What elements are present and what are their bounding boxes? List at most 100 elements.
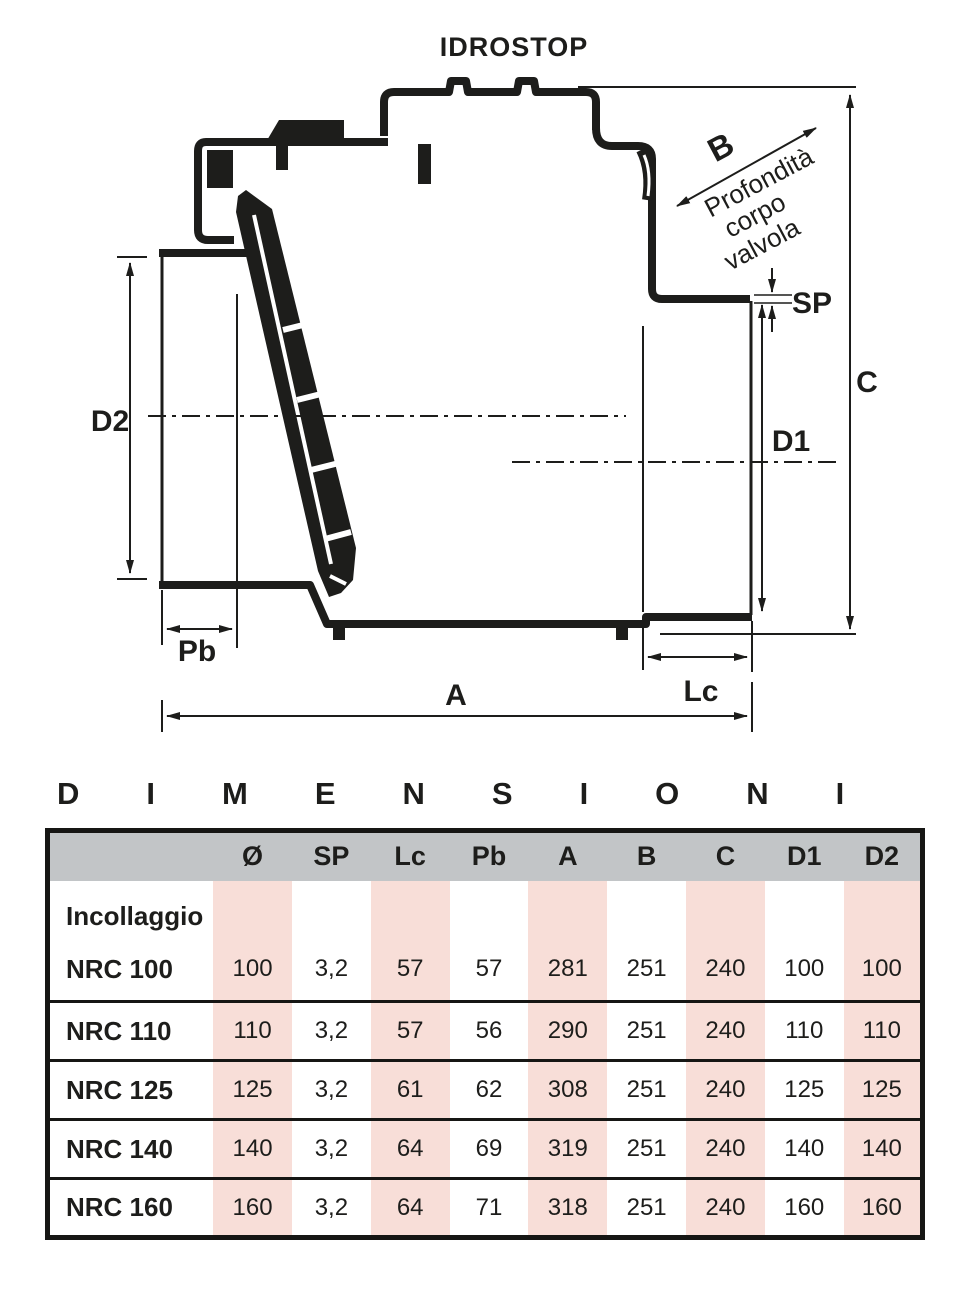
reference-lines <box>117 86 856 732</box>
cell-value: 71 <box>449 1177 529 1238</box>
cell-value: 240 <box>686 1000 765 1061</box>
cell-value: 64 <box>370 1177 450 1238</box>
cell-value: 240 <box>686 880 765 1002</box>
cell-value: 125 <box>764 1059 844 1120</box>
cell-value: 251 <box>607 1059 687 1120</box>
diagram-title: IDROSTOP <box>440 32 589 62</box>
cell-value: 61 <box>370 1059 450 1120</box>
cell-value: 281 <box>528 880 608 1002</box>
cell-value: 57 <box>370 1000 450 1061</box>
valve-cap <box>380 77 600 136</box>
cell-value: 125 <box>213 1059 292 1120</box>
cell-value: 140 <box>843 1118 923 1179</box>
cell-value: 240 <box>686 1177 765 1238</box>
row-label-cell: Incollaggio NRC 100 <box>48 881 214 1002</box>
cell-value: 3,2 <box>291 1000 371 1061</box>
label-c: C <box>856 366 878 399</box>
label-sp: SP <box>792 287 832 320</box>
cell-value: 318 <box>528 1177 608 1238</box>
cell-value: 251 <box>607 1000 687 1061</box>
cell-value: 140 <box>213 1118 292 1179</box>
cell-value: 3,2 <box>314 955 349 982</box>
column-header: Pb <box>471 841 507 872</box>
cell-value: 100 <box>843 880 923 1002</box>
centerlines <box>148 415 840 463</box>
cell-value: 57 <box>370 880 450 1002</box>
section-title: DIMENSIONI <box>57 776 912 811</box>
gasket-slit <box>642 154 651 197</box>
cell-value: 62 <box>449 1059 529 1120</box>
cell-value: 140 <box>764 1118 844 1179</box>
row-label: NRC 140 <box>47 1118 214 1179</box>
cell-value: 290 <box>528 1000 608 1061</box>
cell-value: 319 <box>528 1118 608 1179</box>
flap-face-line <box>252 214 333 565</box>
column-header-empty <box>48 831 214 881</box>
cell-value: 64 <box>370 1118 450 1179</box>
column-header: A <box>558 841 578 872</box>
column-header: C <box>715 841 736 872</box>
label-a: A <box>445 679 467 712</box>
table-row: NRC 110 110 3,2 57 56 290 251 240 110 11… <box>47 1000 923 1061</box>
row-label: NRC 160 <box>47 1177 214 1238</box>
table-header-row: Ø SP Lc Pb A B C D1 D2 <box>47 830 923 881</box>
label-b: B <box>701 125 739 169</box>
cell-value: 240 <box>686 1118 765 1179</box>
valve-body-outline <box>159 77 752 628</box>
cell-value: 251 <box>607 1177 687 1238</box>
cell-value: 308 <box>528 1059 608 1120</box>
hinge-block <box>207 150 233 188</box>
table-row: NRC 140 140 3,2 64 69 319 251 240 140 14… <box>47 1118 923 1179</box>
valve-section-diagram: IDROSTOP <box>91 32 878 732</box>
row-label: NRC 100 <box>66 954 173 984</box>
body-bottom <box>159 581 752 628</box>
cell-value: 251 <box>626 955 667 982</box>
dimension-lines <box>126 94 854 720</box>
dim-line-b <box>676 127 817 207</box>
cell-value: 3,2 <box>291 1118 371 1179</box>
cell-value: 110 <box>764 1000 844 1061</box>
dimensions-table: Ø SP Lc Pb A B C D1 D2 Incollaggio NRC 1… <box>45 828 925 1240</box>
cell-value: 100 <box>213 880 292 1002</box>
foot-left <box>333 626 345 640</box>
pipe-walls <box>160 255 753 615</box>
cell-value: 56 <box>449 1000 529 1061</box>
cap-boss <box>266 120 344 142</box>
column-header: B <box>636 841 657 872</box>
column-header: SP <box>313 841 350 872</box>
column-header: Lc <box>394 841 426 872</box>
body-details <box>207 120 628 640</box>
cell-value: 57 <box>475 955 503 982</box>
label-d1: D1 <box>772 425 810 458</box>
column-header: D2 <box>864 841 900 872</box>
table-row: NRC 160 160 3,2 64 71 318 251 240 160 16… <box>47 1177 923 1238</box>
cell-value: 251 <box>607 1118 687 1179</box>
cell-value: 3,2 <box>291 1059 371 1120</box>
row-label: NRC 125 <box>47 1059 214 1120</box>
table-row: NRC 125 125 3,2 61 62 308 251 240 125 12… <box>47 1059 923 1120</box>
foot-right <box>616 626 628 640</box>
label-d2: D2 <box>91 405 129 438</box>
cell-value: 125 <box>843 1059 923 1120</box>
table-row: Incollaggio NRC 100 100 3,2 57 57 281 25… <box>48 880 923 1002</box>
flap-ribs <box>282 320 352 542</box>
cell-value: 100 <box>784 955 825 982</box>
column-header: D1 <box>786 841 822 872</box>
cell-value: 69 <box>449 1118 529 1179</box>
cell-value: 110 <box>843 1000 923 1061</box>
column-header: Ø <box>242 841 264 872</box>
cell-value: 110 <box>213 1000 292 1061</box>
cap-skirt <box>418 144 431 184</box>
cell-value: 240 <box>686 1059 765 1120</box>
cell-value: 160 <box>843 1177 923 1238</box>
group-label: Incollaggio <box>66 901 204 931</box>
seat-tab <box>276 146 288 170</box>
body-left-wall <box>194 138 388 244</box>
cell-value: 160 <box>764 1177 844 1238</box>
flap-tail-slit <box>329 574 347 586</box>
cell-value: 160 <box>213 1177 292 1238</box>
row-label: NRC 110 <box>47 1000 214 1061</box>
label-pb: Pb <box>178 635 216 668</box>
valve-flap <box>236 190 356 597</box>
